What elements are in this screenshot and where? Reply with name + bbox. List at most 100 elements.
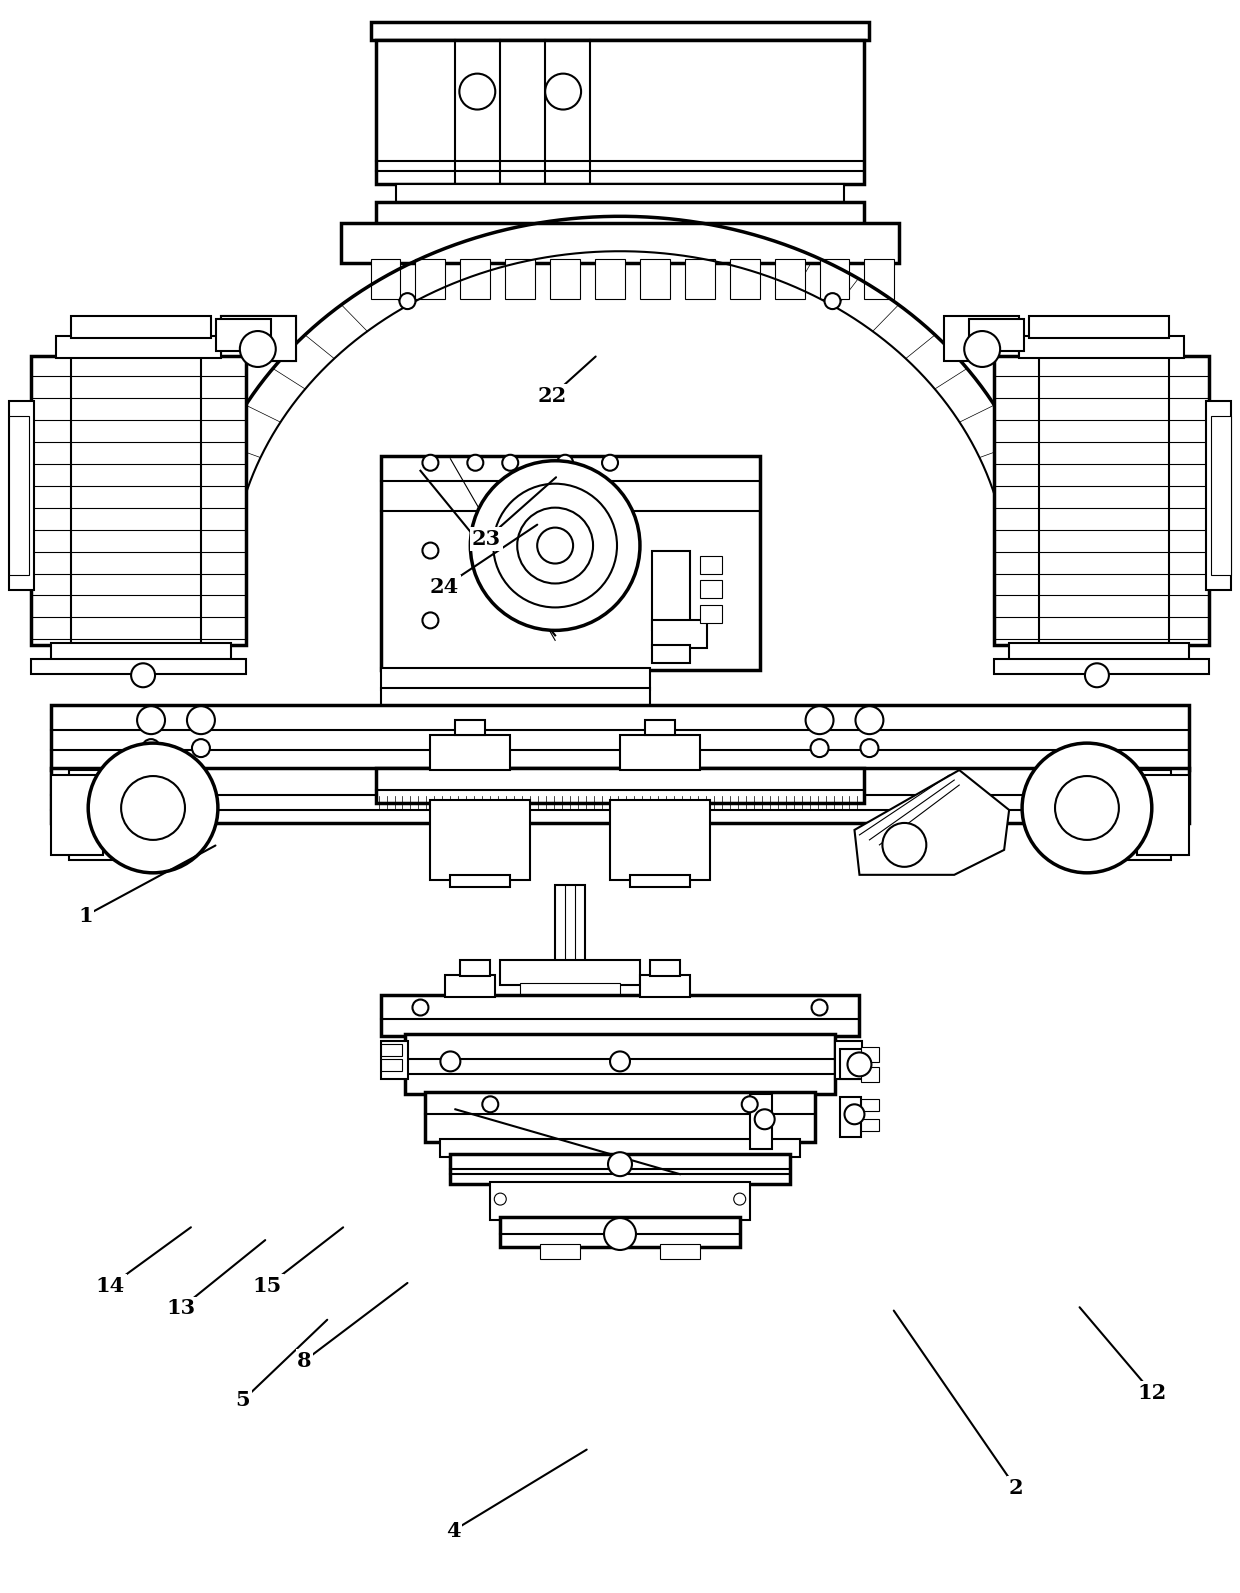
- Bar: [660, 1244, 699, 1258]
- Bar: [500, 959, 640, 984]
- Bar: [862, 1120, 879, 1131]
- Circle shape: [470, 460, 640, 631]
- Bar: [862, 1099, 879, 1112]
- Circle shape: [604, 1219, 636, 1251]
- Circle shape: [825, 293, 841, 309]
- Bar: [1029, 315, 1169, 338]
- Circle shape: [239, 331, 275, 366]
- Text: 15: 15: [253, 1276, 281, 1297]
- Circle shape: [861, 739, 878, 757]
- Bar: [376, 202, 864, 228]
- Bar: [445, 223, 467, 258]
- Bar: [371, 260, 401, 299]
- Bar: [970, 319, 1024, 350]
- Circle shape: [883, 824, 926, 867]
- Circle shape: [608, 1152, 632, 1176]
- Circle shape: [847, 1053, 872, 1077]
- Bar: [490, 1182, 750, 1220]
- Circle shape: [502, 454, 518, 470]
- Circle shape: [88, 742, 218, 873]
- Circle shape: [122, 776, 185, 840]
- Text: 13: 13: [166, 1298, 196, 1319]
- Bar: [755, 223, 776, 258]
- Circle shape: [482, 1096, 498, 1112]
- Circle shape: [755, 1109, 775, 1129]
- Polygon shape: [854, 769, 1009, 875]
- Bar: [839, 1098, 862, 1137]
- Bar: [610, 800, 709, 879]
- Text: 23: 23: [471, 529, 501, 550]
- Circle shape: [192, 739, 210, 757]
- Text: 24: 24: [430, 577, 459, 597]
- Bar: [396, 185, 844, 202]
- Bar: [994, 660, 1209, 674]
- Bar: [652, 551, 689, 631]
- Bar: [551, 260, 580, 299]
- Bar: [835, 1042, 863, 1080]
- Bar: [216, 319, 270, 350]
- Bar: [541, 1244, 580, 1258]
- Bar: [1205, 401, 1230, 591]
- Text: 8: 8: [298, 1351, 311, 1370]
- Bar: [556, 884, 585, 965]
- Bar: [640, 260, 670, 299]
- Bar: [795, 223, 817, 258]
- Bar: [500, 1217, 740, 1247]
- Bar: [460, 260, 490, 299]
- Bar: [376, 40, 864, 185]
- Bar: [450, 1155, 790, 1184]
- Circle shape: [494, 484, 618, 607]
- Bar: [650, 959, 680, 975]
- Bar: [376, 768, 864, 803]
- Bar: [620, 734, 699, 769]
- Bar: [1019, 336, 1184, 358]
- Bar: [408, 223, 430, 258]
- Bar: [430, 800, 531, 879]
- Bar: [505, 260, 536, 299]
- Circle shape: [856, 706, 883, 734]
- Circle shape: [742, 1096, 758, 1112]
- Bar: [521, 983, 620, 994]
- Bar: [820, 260, 849, 299]
- Bar: [56, 336, 221, 358]
- Text: 14: 14: [95, 1276, 125, 1297]
- Bar: [730, 260, 760, 299]
- Bar: [625, 223, 647, 258]
- Circle shape: [1085, 663, 1109, 687]
- Circle shape: [965, 331, 1001, 366]
- Bar: [425, 1093, 815, 1142]
- Bar: [51, 644, 231, 661]
- Bar: [381, 1042, 408, 1080]
- Bar: [595, 260, 625, 299]
- Circle shape: [413, 999, 429, 1015]
- Bar: [1009, 644, 1189, 661]
- Bar: [580, 223, 603, 258]
- Circle shape: [603, 454, 618, 470]
- Bar: [645, 720, 675, 734]
- Bar: [71, 315, 211, 338]
- Bar: [684, 260, 714, 299]
- Circle shape: [423, 543, 439, 559]
- Bar: [640, 975, 689, 997]
- Circle shape: [440, 1051, 460, 1072]
- Text: 22: 22: [537, 386, 567, 406]
- Circle shape: [546, 73, 582, 110]
- Bar: [839, 1050, 864, 1080]
- Bar: [699, 556, 722, 573]
- Bar: [652, 620, 707, 648]
- Circle shape: [1055, 776, 1118, 840]
- Bar: [714, 223, 737, 258]
- Bar: [341, 223, 899, 263]
- Bar: [490, 223, 512, 258]
- Bar: [994, 355, 1209, 645]
- Bar: [405, 1034, 835, 1094]
- Bar: [945, 315, 1019, 362]
- Bar: [862, 1067, 879, 1082]
- Circle shape: [806, 706, 833, 734]
- Bar: [381, 1045, 403, 1056]
- Circle shape: [734, 1193, 745, 1204]
- Bar: [430, 734, 510, 769]
- Text: 4: 4: [445, 1521, 460, 1540]
- Bar: [51, 776, 103, 855]
- Circle shape: [459, 73, 495, 110]
